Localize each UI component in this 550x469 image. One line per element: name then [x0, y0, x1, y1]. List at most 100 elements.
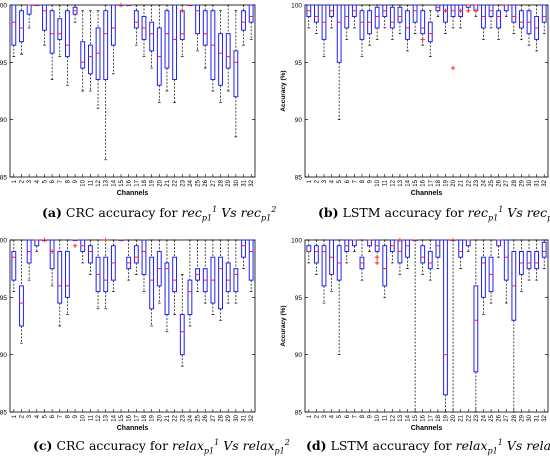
x-tick-label: 11	[383, 414, 389, 421]
x-tick-label: 28	[219, 414, 225, 421]
box-channel-12	[389, 4, 395, 40]
x-tick-label: 29	[519, 179, 525, 186]
caption-label: (c)	[33, 438, 53, 454]
x-tick-label: 15	[413, 179, 419, 186]
iqr-box	[80, 41, 86, 69]
box-channel-18	[435, 239, 441, 270]
x-tick-label: 8	[360, 414, 366, 418]
outlier-marker	[42, 237, 47, 243]
box-channel-25	[195, 239, 200, 292]
x-tick-label: 24	[188, 414, 194, 421]
iqr-box	[225, 262, 231, 293]
box-channel-22	[465, 239, 471, 252]
plot-frame	[304, 239, 549, 413]
box-channel-10	[374, 4, 380, 40]
box-channel-31	[241, 4, 246, 46]
box-channel-10	[374, 239, 380, 264]
x-tick-label: 21	[459, 179, 465, 186]
box-channel-21	[458, 239, 464, 270]
box-channel-20	[156, 239, 162, 304]
box-channel-15	[118, 239, 124, 242]
box-channel-24	[481, 239, 486, 315]
outlier-marker	[49, 249, 55, 254]
iqr-box	[503, 239, 509, 281]
y-tick-label: 95	[0, 295, 7, 302]
iqr-box	[49, 10, 55, 54]
x-tick-label: 12	[96, 179, 102, 186]
box-channel-32	[248, 239, 254, 292]
x-tick-label: 27	[211, 179, 217, 186]
box-channel-17	[427, 239, 433, 281]
box-channel-4	[34, 239, 40, 252]
x-tick-label: 12	[390, 179, 396, 186]
caption-label: (a)	[42, 205, 62, 221]
x-tick-label: 25	[489, 179, 495, 186]
box-channel-6	[49, 4, 55, 80]
x-tick-label: 6	[50, 179, 56, 183]
box-channel-1	[11, 4, 17, 57]
x-tick-label: 18	[436, 179, 442, 186]
y-tick-label: 100	[0, 238, 7, 245]
box-channel-25	[488, 239, 494, 304]
box-channel-11	[382, 4, 388, 29]
x-tick-label: 5	[337, 414, 343, 418]
caption-text: LSTM accuracy for	[342, 205, 464, 221]
outlier-marker	[374, 260, 380, 266]
box-channel-8	[359, 239, 365, 281]
iqr-box	[11, 250, 17, 281]
iqr-box	[202, 10, 208, 46]
x-tick-label: 3	[27, 179, 33, 183]
box-channel-32	[248, 4, 254, 40]
x-tick-label: 15	[119, 414, 125, 421]
x-axis-label: Channels	[117, 190, 149, 197]
box-channel-12	[389, 239, 395, 264]
caption-math-left: recp11	[181, 205, 218, 223]
box-channel-27	[503, 4, 509, 17]
iqr-box	[405, 239, 410, 258]
box-channel-21	[164, 4, 170, 92]
x-tick-label: 22	[173, 414, 179, 421]
box-channel-9	[367, 4, 372, 46]
x-tick-label: 22	[466, 179, 472, 186]
iqr-box	[187, 279, 193, 316]
x-tick-label: 21	[459, 414, 465, 421]
iqr-box	[133, 245, 139, 264]
x-tick-label: 13	[104, 414, 110, 421]
box-channel-10	[80, 10, 86, 92]
iqr-box	[248, 4, 254, 23]
x-tick-label: 22	[466, 414, 472, 421]
iqr-box	[218, 33, 223, 86]
iqr-box	[435, 4, 441, 12]
y-tick-label: 85	[295, 175, 303, 182]
x-tick-label: 19	[150, 414, 156, 421]
box-channel-2	[313, 239, 319, 275]
x-tick-label: 15	[413, 414, 419, 421]
caption-math-left: recp11	[467, 205, 504, 223]
outlier-marker	[443, 8, 448, 13]
iqr-box	[19, 10, 24, 43]
box-channel-2	[19, 4, 24, 55]
x-tick-label: 10	[375, 414, 381, 421]
iqr-box	[87, 44, 93, 75]
x-tick-label: 25	[196, 179, 202, 186]
caption-math-left: relaxp11	[455, 438, 503, 456]
caption-text: CRC accuracy for	[65, 205, 178, 221]
x-tick-label: 7	[352, 179, 358, 183]
x-tick-label: 22	[173, 179, 179, 186]
x-tick-label: 2	[314, 179, 320, 183]
iqr-box	[541, 4, 547, 23]
x-tick-label: 5	[42, 414, 48, 418]
x-tick-label: 28	[512, 179, 518, 186]
box-channel-13	[397, 4, 403, 35]
y-tick-label: 90	[295, 117, 303, 124]
y-tick-label: 90	[0, 352, 7, 359]
x-tick-label: 5	[42, 179, 48, 183]
box-channel-30	[233, 10, 239, 138]
box-channel-27	[210, 239, 216, 315]
x-tick-label: 7	[352, 414, 358, 418]
x-tick-label: 6	[345, 179, 351, 183]
box-channel-14	[405, 4, 410, 52]
x-tick-label: 19	[443, 414, 449, 421]
box-channel-30	[526, 4, 532, 46]
